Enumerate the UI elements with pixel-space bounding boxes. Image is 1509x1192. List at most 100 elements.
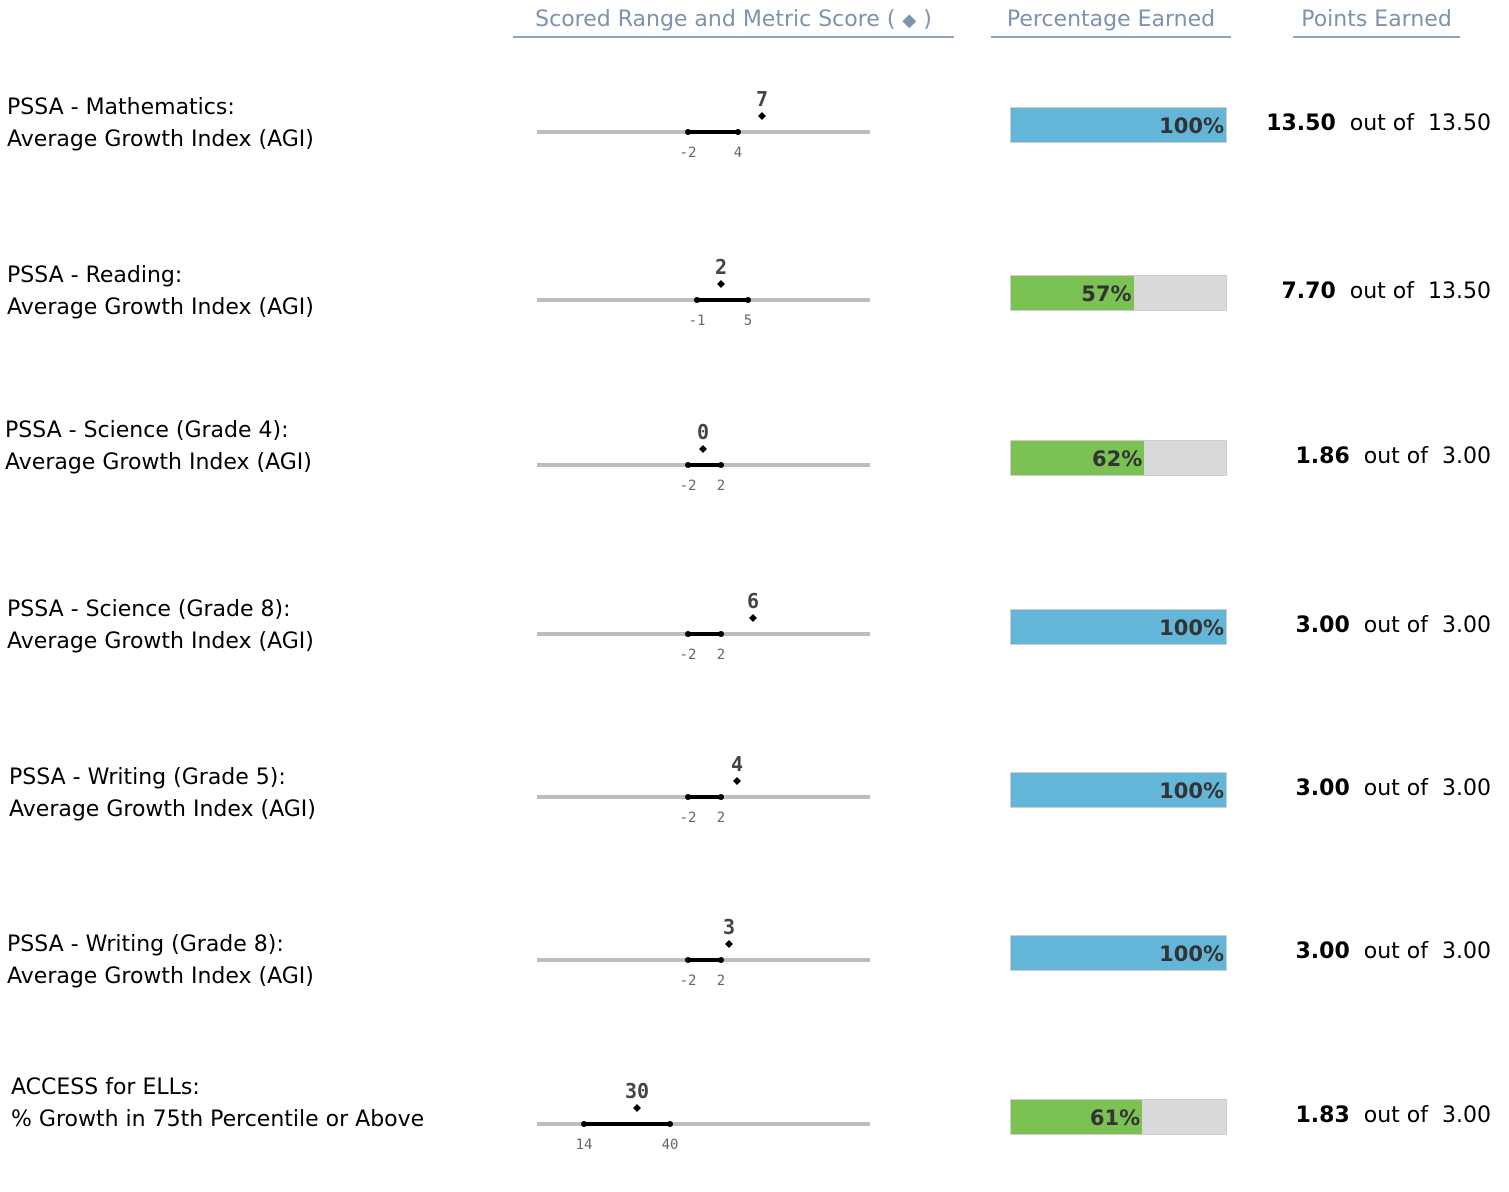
metric-row: PSSA - Reading: Average Growth Index (AGI… <box>0 248 1509 368</box>
range-high-label: 2 <box>717 973 725 989</box>
range-high-label: 2 <box>717 647 725 663</box>
percentage-bar-text: 100% <box>1159 114 1224 138</box>
range-low-endpoint <box>685 631 691 637</box>
range-high-label: 5 <box>744 313 752 329</box>
scored-range-scale: -2 4 7 <box>537 87 870 161</box>
metric-score-diamond-icon <box>633 1104 641 1112</box>
metric-row: PSSA - Mathematics: Average Growth Index … <box>0 80 1509 200</box>
range-high-endpoint <box>718 631 724 637</box>
diamond-icon: ◆ <box>902 10 917 31</box>
percentage-bar-fill <box>1011 108 1226 142</box>
range-low-endpoint <box>694 297 700 303</box>
points-out-of-text: out of <box>1363 613 1429 638</box>
range-high-endpoint <box>735 129 741 135</box>
percentage-bar: 100% <box>1010 107 1227 143</box>
points-total-value: 13.50 <box>1428 279 1491 304</box>
range-low-endpoint <box>685 129 691 135</box>
metric-label-line1: PSSA - Reading: <box>7 263 183 288</box>
metric-label: PSSA - Science (Grade 4): Average Growth … <box>5 415 312 479</box>
metric-score-label: 4 <box>731 752 743 776</box>
header-percentage-earned: Percentage Earned <box>991 6 1231 38</box>
percentage-bar-fill <box>1011 441 1145 475</box>
percentage-bar: 100% <box>1010 772 1227 808</box>
points-total-value: 3.00 <box>1442 1103 1491 1128</box>
points-earned: 3.00 out of 3.00 <box>1296 939 1492 964</box>
scored-range-scale: -1 5 2 <box>537 255 870 329</box>
metric-score-diamond-icon <box>749 614 757 622</box>
metric-label-line2: Average Growth Index (AGI) <box>7 629 314 654</box>
range-high-endpoint <box>718 957 724 963</box>
percentage-bar-fill <box>1011 276 1134 310</box>
metric-label-line1: PSSA - Science (Grade 8): <box>7 597 291 622</box>
percentage-bar-text: 57% <box>1081 282 1132 306</box>
scored-range-scale: -2 2 4 <box>537 752 870 826</box>
points-earned-value: 1.86 <box>1295 444 1350 469</box>
metric-label-line2: Average Growth Index (AGI) <box>7 295 314 320</box>
range-low-label: -2 <box>680 478 697 494</box>
range-low-label: -2 <box>680 647 697 663</box>
percentage-bar: 100% <box>1010 609 1227 645</box>
percentage-bar-text: 100% <box>1159 942 1224 966</box>
percentage-bar-fill <box>1011 936 1226 970</box>
range-high-label: 40 <box>662 1137 679 1153</box>
metric-score-diamond-icon <box>733 777 741 785</box>
metric-score-diamond-icon <box>717 280 725 288</box>
points-earned-value: 3.00 <box>1295 613 1350 638</box>
points-out-of-text: out of <box>1363 1103 1429 1128</box>
metric-score-label: 7 <box>756 87 768 111</box>
range-high-label: 2 <box>717 810 725 826</box>
metric-label-line1: PSSA - Mathematics: <box>7 95 235 120</box>
metric-score-diamond-icon <box>699 445 707 453</box>
points-total-value: 3.00 <box>1442 613 1491 638</box>
metric-score-label: 30 <box>625 1079 649 1103</box>
points-earned-value: 3.00 <box>1295 939 1350 964</box>
metric-score-label: 0 <box>697 420 709 444</box>
metric-label-line1: PSSA - Writing (Grade 8): <box>7 932 284 957</box>
points-earned-value: 1.83 <box>1295 1103 1350 1128</box>
scored-range-scale: -2 2 3 <box>537 915 870 989</box>
range-high-endpoint <box>745 297 751 303</box>
metric-label-line2: Average Growth Index (AGI) <box>5 450 312 475</box>
range-low-label: -2 <box>680 810 697 826</box>
metric-label-line1: PSSA - Science (Grade 4): <box>5 418 289 443</box>
percentage-bar-text: 100% <box>1159 779 1224 803</box>
range-low-label: -1 <box>689 313 706 329</box>
metric-label-line2: % Growth in 75th Percentile or Above <box>11 1107 425 1132</box>
metric-label-line2: Average Growth Index (AGI) <box>9 797 316 822</box>
points-total-value: 3.00 <box>1442 939 1491 964</box>
header-paren-open: ( <box>886 7 896 32</box>
metric-label: PSSA - Reading: Average Growth Index (AGI… <box>7 260 314 324</box>
metric-label-line1: PSSA - Writing (Grade 5): <box>9 765 286 790</box>
percentage-bar-fill <box>1011 610 1226 644</box>
percentage-bar: 62% <box>1010 440 1227 476</box>
points-earned: 3.00 out of 3.00 <box>1296 613 1492 638</box>
header-scored-range-label: Scored Range and Metric Score <box>535 7 880 32</box>
range-high-label: 2 <box>717 478 725 494</box>
percentage-bar-fill <box>1011 773 1226 807</box>
metric-row: ACCESS for ELLs: % Growth in 75th Percent… <box>0 1072 1509 1192</box>
range-high-endpoint <box>667 1121 673 1127</box>
range-low-endpoint <box>685 957 691 963</box>
percentage-bar-text: 61% <box>1089 1106 1141 1130</box>
metric-label: PSSA - Mathematics: Average Growth Index … <box>7 92 314 156</box>
points-earned: 1.83 out of 3.00 <box>1296 1103 1492 1128</box>
percentage-bar: 100% <box>1010 935 1227 971</box>
header-scored-range: Scored Range and Metric Score ( ◆ ) <box>513 6 954 38</box>
range-low-label: -2 <box>680 145 697 161</box>
points-out-of-text: out of <box>1363 939 1429 964</box>
percentage-bar-fill <box>1011 1100 1143 1134</box>
scored-range-scale: -2 2 6 <box>537 589 870 663</box>
metric-label-line1: ACCESS for ELLs: <box>11 1075 200 1100</box>
range-low-label: -2 <box>680 973 697 989</box>
metric-label-line2: Average Growth Index (AGI) <box>7 964 314 989</box>
percentage-bar-text: 62% <box>1092 447 1143 471</box>
range-high-endpoint <box>718 794 724 800</box>
range-high-label: 4 <box>734 145 742 161</box>
percentage-bar: 57% <box>1010 275 1227 311</box>
points-earned-value: 7.70 <box>1281 279 1336 304</box>
points-earned: 7.70 out of 13.50 <box>1282 279 1492 304</box>
percentage-bar-text: 100% <box>1159 616 1224 640</box>
metric-score-label: 3 <box>723 915 735 939</box>
scored-range-scale: 14 40 30 <box>537 1079 870 1153</box>
points-total-value: 3.00 <box>1442 444 1491 469</box>
